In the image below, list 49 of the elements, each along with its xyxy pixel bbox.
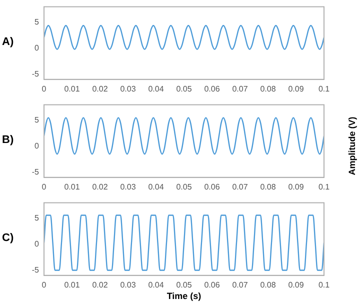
x-tick-label: 0.01 [64, 182, 80, 192]
y-tick-label: -5 [32, 69, 40, 78]
x-tick-label: 0.07 [232, 182, 248, 192]
x-tick-label: 0.03 [120, 280, 136, 290]
x-tick-label: 0.04 [148, 280, 164, 290]
x-tick-label: 0.1 [318, 182, 330, 192]
x-axis-title: Time (s) [166, 291, 202, 301]
x-tick-label: 0 [42, 182, 47, 192]
x-tick-label: 0.05 [176, 182, 192, 192]
x-tick-label: 0.07 [232, 84, 248, 94]
x-tick-label: 0.03 [120, 182, 136, 192]
y-tick-label: 5 [34, 18, 40, 27]
x-tick-label: 0.09 [288, 280, 304, 290]
x-tick-label: 0.08 [260, 182, 276, 192]
x-tick-label: 0 [42, 84, 47, 94]
y-tick-label: 0 [34, 141, 40, 150]
x-tick-label: 0.06 [204, 182, 220, 192]
x-tick-label: 0.06 [204, 280, 220, 290]
text: C) [2, 232, 14, 244]
line-series [44, 117, 324, 155]
x-tick-label: 0.02 [92, 182, 108, 192]
x-tick-label: 0.08 [260, 84, 276, 94]
y-tick-label: 0 [34, 43, 40, 52]
x-tick-label: 0 [42, 280, 47, 290]
y-tick-label: 0 [34, 239, 40, 248]
x-tick-label: 0.01 [64, 84, 80, 94]
x-tick-label: 0.02 [92, 84, 108, 94]
x-tick-label: 0.02 [92, 280, 108, 290]
x-tick-label: 0.04 [148, 84, 164, 94]
y-tick-label: 5 [34, 214, 40, 223]
text: A) [2, 36, 14, 48]
x-tick-label: 0.04 [148, 182, 164, 192]
x-tick-label: 0.1 [318, 280, 330, 290]
x-tick-label: 0.1 [318, 84, 330, 94]
y-tick-label: -5 [32, 265, 40, 274]
x-tick-label: 0.05 [176, 84, 192, 94]
text: B) [2, 134, 14, 146]
y-tick-label: -5 [32, 167, 40, 176]
x-tick-label: 0.05 [176, 280, 192, 290]
x-tick-label: 0.08 [260, 280, 276, 290]
y-axis-title: Amplitude (V) [347, 116, 357, 176]
line-series [44, 24, 324, 50]
x-tick-label: 0.09 [288, 84, 304, 94]
x-tick-label: 0.09 [288, 182, 304, 192]
x-tick-label: 0.03 [120, 84, 136, 94]
x-tick-label: 0.01 [64, 280, 80, 290]
x-tick-label: 0.06 [204, 84, 220, 94]
y-tick-label: 5 [34, 116, 40, 125]
x-tick-label: 0.07 [232, 280, 248, 290]
